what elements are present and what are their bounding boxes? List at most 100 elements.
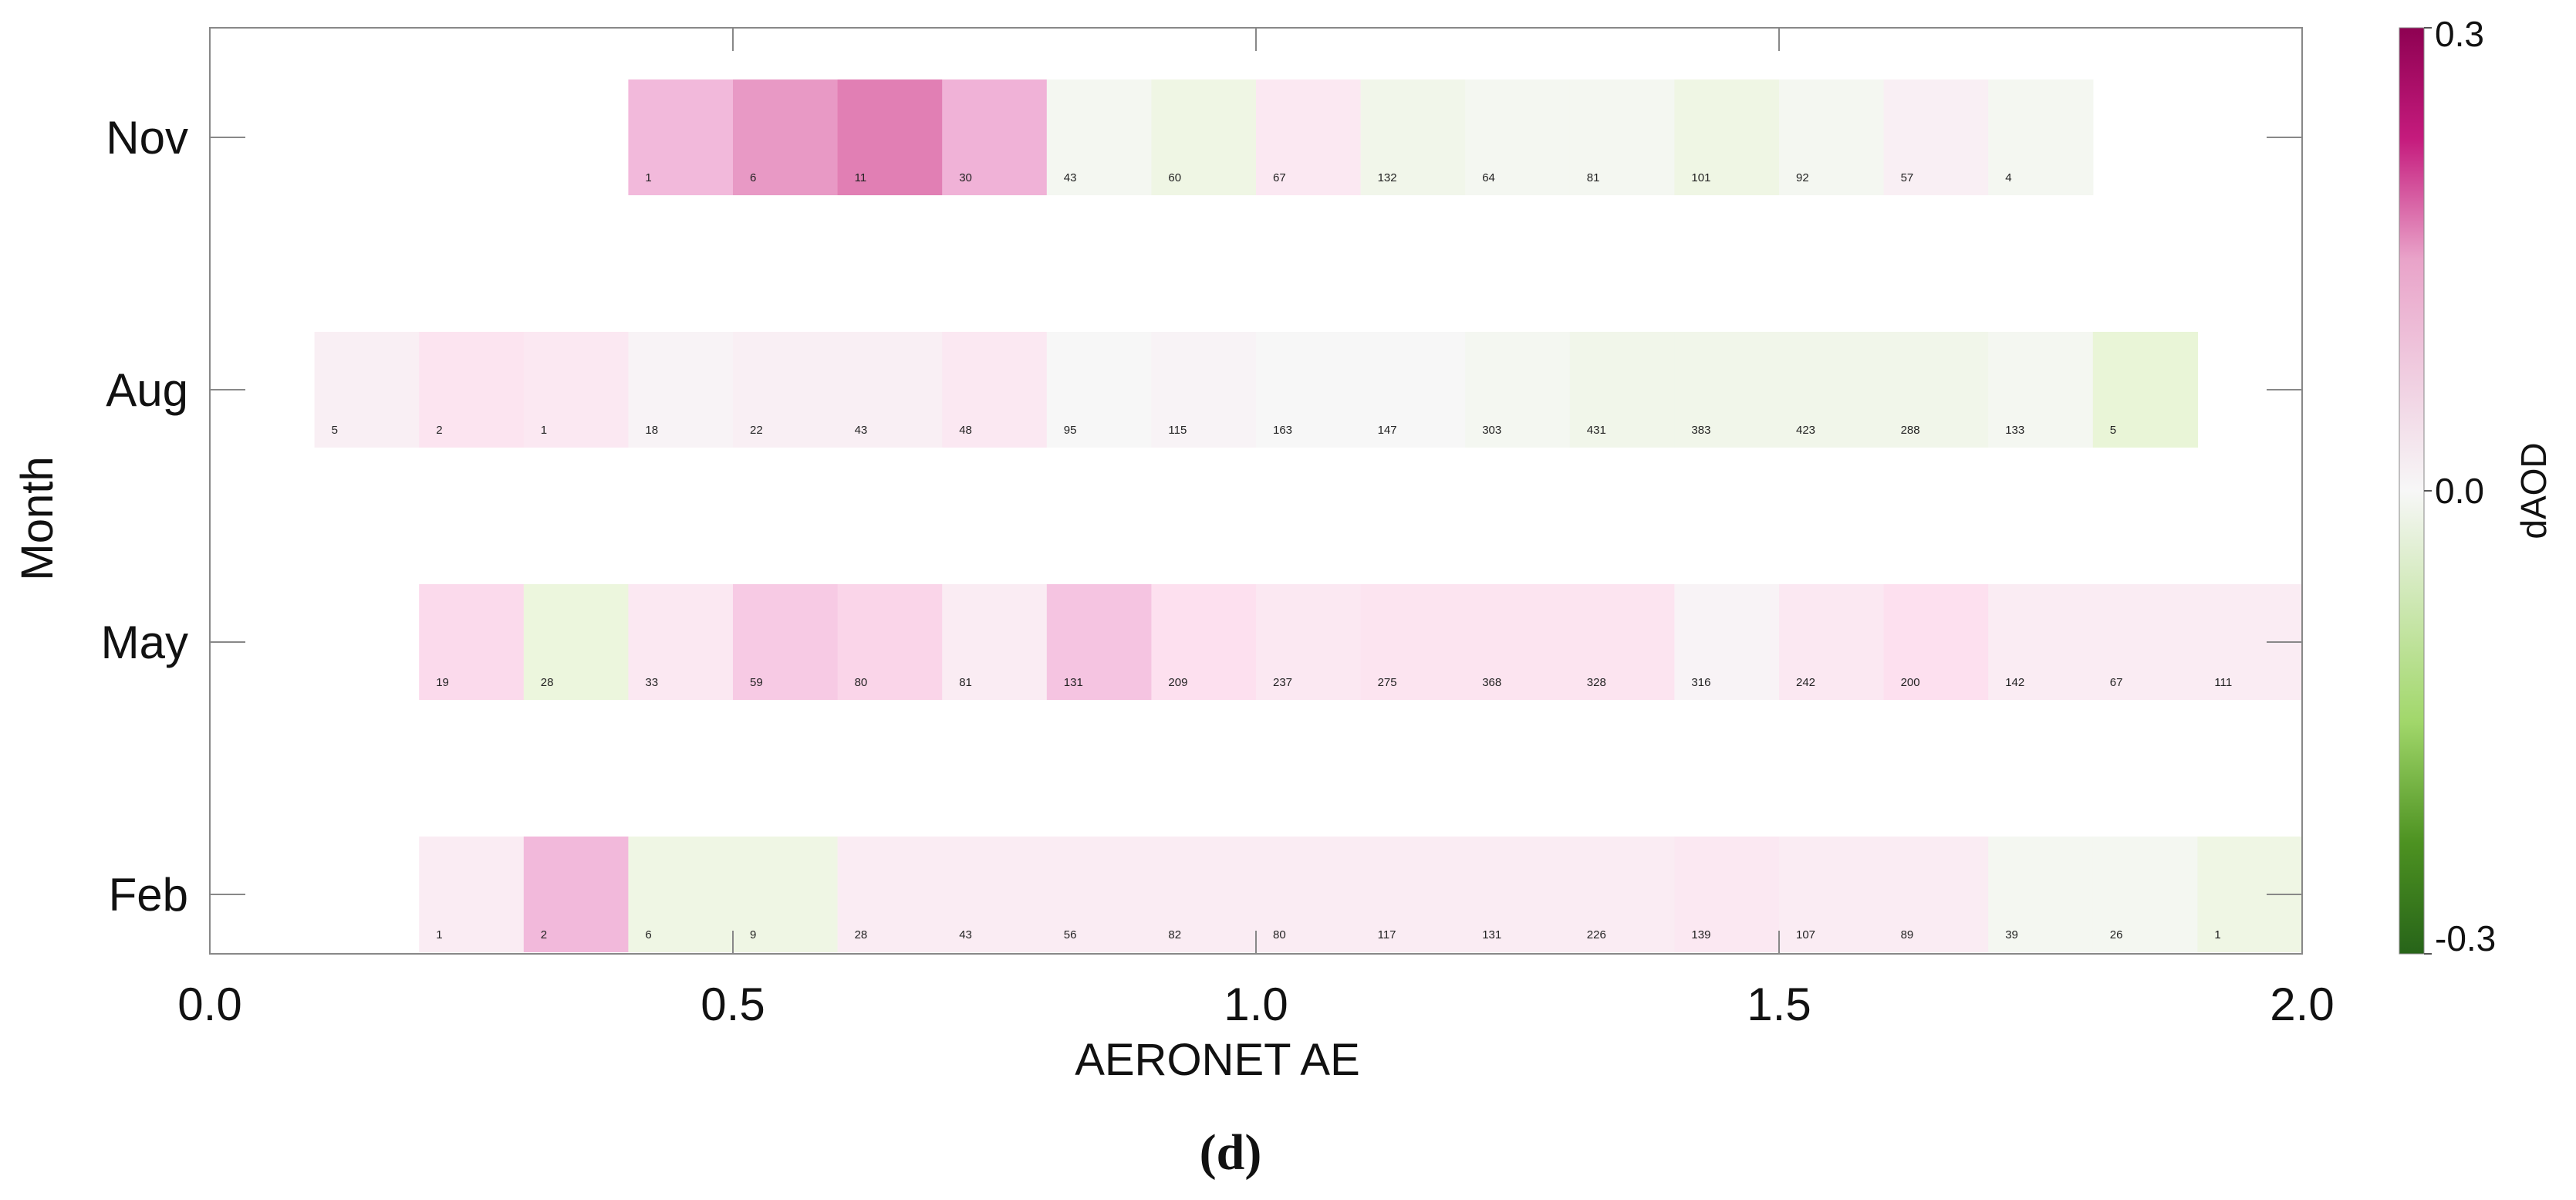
cell-count: 131 xyxy=(1482,928,1501,941)
cell-count: 316 xyxy=(1691,676,1710,689)
heatmap-cell xyxy=(1256,332,1362,448)
heatmap-cell xyxy=(523,332,629,448)
colorbar-ticks: 0.3 0.0 -0.3 xyxy=(2424,14,2496,958)
cell-count: 200 xyxy=(1901,676,1920,689)
heatmap-cell xyxy=(628,79,734,195)
heatmap-cell xyxy=(1674,584,1780,700)
cell-count: 30 xyxy=(959,171,972,184)
cell-count: 48 xyxy=(959,424,972,437)
cell-count: 43 xyxy=(855,424,868,437)
cell-count: 383 xyxy=(1691,424,1710,437)
heatmap-cell xyxy=(1569,584,1675,700)
cell-count: 117 xyxy=(1378,928,1396,941)
cell-count: 6 xyxy=(645,928,651,941)
cell-count: 133 xyxy=(2005,424,2024,437)
cell-count: 28 xyxy=(541,676,554,689)
heatmap-cell xyxy=(1988,332,2094,448)
cell-count: 6 xyxy=(750,171,756,184)
x-tick-label: 0.5 xyxy=(701,979,765,1030)
heatmap-cell xyxy=(628,332,734,448)
heatmap-cell xyxy=(1465,79,1571,195)
cell-count: 60 xyxy=(1168,171,1181,184)
cell-count: 4 xyxy=(2005,171,2011,184)
heatmap-cell xyxy=(1779,584,1885,700)
cell-count: 92 xyxy=(1796,171,1809,184)
colorbar-tick-label: -0.3 xyxy=(2435,918,2496,958)
cell-count: 89 xyxy=(1901,928,1914,941)
heatmap-cell xyxy=(1779,332,1885,448)
cell-count: 80 xyxy=(1273,928,1286,941)
cell-count: 57 xyxy=(1901,171,1914,184)
heatmap-cells xyxy=(314,79,2303,952)
heatmap-cell xyxy=(837,332,943,448)
heatmap-cell xyxy=(1883,79,1989,195)
heatmap-cell xyxy=(1360,584,1466,700)
cell-count: 2 xyxy=(541,928,547,941)
cell-count: 328 xyxy=(1587,676,1606,689)
heatmap-cell xyxy=(1779,79,1885,195)
heatmap-cell xyxy=(733,332,839,448)
cell-count: 163 xyxy=(1273,424,1292,437)
heatmap-cell xyxy=(523,584,629,700)
axis-ticks: Nov Aug May Feb 0.0 0.5 1.0 1.5 2.0 xyxy=(101,28,2335,1030)
heatmap-cell xyxy=(837,79,943,195)
heatmap-cell xyxy=(1883,837,1989,952)
cell-count: 95 xyxy=(1064,424,1077,437)
cell-count: 1 xyxy=(2214,928,2220,941)
y-tick-label: May xyxy=(101,617,188,668)
x-tick-label: 1.0 xyxy=(1224,979,1288,1030)
cell-count: 64 xyxy=(1482,171,1495,184)
cell-count: 26 xyxy=(2110,928,2123,941)
heatmap-cell xyxy=(1046,332,1152,448)
heatmap-cell xyxy=(1151,837,1257,952)
cell-count: 147 xyxy=(1378,424,1397,437)
cell-count: 67 xyxy=(1273,171,1286,184)
heatmap-cell xyxy=(733,584,839,700)
heatmap-cell xyxy=(1779,837,1885,952)
heatmap-cell xyxy=(837,837,943,952)
heatmap-cell xyxy=(2092,584,2198,700)
heatmap-cell xyxy=(1256,79,1362,195)
cell-count: 1 xyxy=(541,424,547,437)
cell-count: 81 xyxy=(1587,171,1600,184)
heatmap-cell xyxy=(1360,332,1466,448)
cell-count: 132 xyxy=(1378,171,1397,184)
heatmap-cell xyxy=(1256,837,1362,952)
heatmap-cell xyxy=(1046,79,1152,195)
heatmap-cell xyxy=(733,837,839,952)
cell-count: 11 xyxy=(855,171,867,184)
heatmap-cell xyxy=(314,332,420,448)
x-tick-label: 1.5 xyxy=(1747,979,1811,1030)
cell-count: 142 xyxy=(2005,676,2024,689)
heatmap-cell xyxy=(1674,79,1780,195)
cell-count: 288 xyxy=(1901,424,1920,437)
heatmap-cell xyxy=(1988,584,2094,700)
cell-count: 80 xyxy=(855,676,868,689)
heatmap-cell xyxy=(419,837,525,952)
heatmap-cell xyxy=(523,837,629,952)
cell-count: 81 xyxy=(959,676,972,689)
cell-count: 1 xyxy=(436,928,442,941)
heatmap-cell xyxy=(942,584,1048,700)
cell-count: 33 xyxy=(645,676,658,689)
x-tick-label: 2.0 xyxy=(2270,979,2334,1030)
cell-count: 275 xyxy=(1378,676,1397,689)
heatmap-cell xyxy=(1569,332,1675,448)
heatmap-cell xyxy=(942,837,1048,952)
cell-count: 115 xyxy=(1168,424,1187,437)
x-tick-label: 0.0 xyxy=(177,979,241,1030)
heatmap-cell xyxy=(1569,79,1675,195)
heatmap-cell xyxy=(1988,837,2094,952)
heatmap-cell xyxy=(1569,837,1675,952)
heatmap-cell xyxy=(628,837,734,952)
cell-count: 56 xyxy=(1064,928,1077,941)
y-tick-label: Feb xyxy=(109,869,188,921)
y-tick-label: Aug xyxy=(106,364,188,416)
cell-count: 131 xyxy=(1064,676,1083,689)
colorbar-title: dAOD xyxy=(2514,442,2554,539)
cell-count: 43 xyxy=(1064,171,1077,184)
colorbar-tick-label: 0.3 xyxy=(2435,14,2484,54)
cell-count: 303 xyxy=(1482,424,1501,437)
